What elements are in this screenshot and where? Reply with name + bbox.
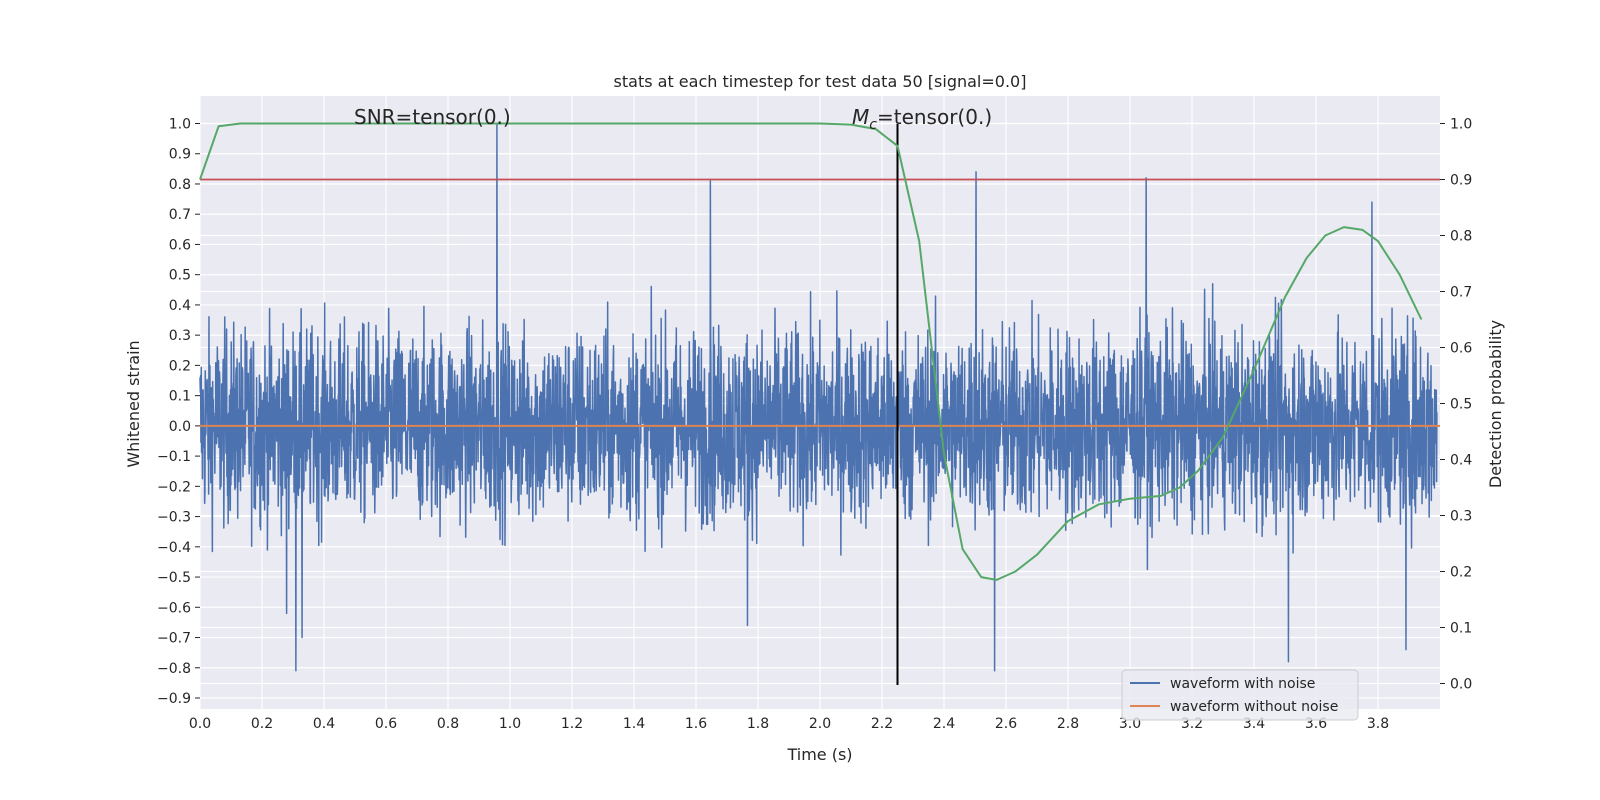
y-right-tick-label: 0.3 [1450,509,1472,525]
y-tick-label: 0.0 [169,419,191,435]
y-axis-right-ticks: 1.0 0.9 0.8 0.7 0.6 0.5 0.4 0.3 0.2 0.1 0.0 [1440,117,1472,693]
y-right-tick-label: 0.7 [1450,285,1472,301]
chart-title: stats at each timestep for test data 50 … [614,72,1027,91]
y-tick-label: 0.2 [169,358,191,374]
y-axis-left-ticks: 1.0 0.9 0.8 0.7 0.6 0.5 0.4 0.3 0.2 0.1 0.0 −0.1 −0.… [157,117,200,707]
legend: waveform with noise waveform without noi… [1121,669,1359,721]
legend-label-clean: waveform without noise [1170,699,1338,715]
snr-annotation: SNR=tensor(0.) [354,105,511,129]
y-tick-label: −0.7 [157,631,191,647]
y-tick-label: −0.8 [157,661,191,677]
y-tick-label: 0.5 [169,268,191,284]
y-tick-label: 1.0 [169,117,191,133]
mc-value: =tensor(0.) [877,105,992,129]
x-tick-label: 2.8 [1057,716,1079,732]
x-tick-label: 0.4 [313,716,335,732]
y-right-tick-label: 0.5 [1450,397,1472,413]
y-tick-label: 0.4 [169,298,191,314]
y-right-tick-label: 0.1 [1450,621,1472,637]
y-tick-label: 0.3 [169,328,191,344]
y-tick-label: −0.3 [157,510,191,526]
mc-symbol: M [852,105,869,129]
x-tick-label: 0.8 [437,716,459,732]
legend-label-noise: waveform with noise [1170,676,1315,692]
x-axis-label: Time (s) [786,745,852,764]
y-tick-label: −0.6 [157,600,191,616]
y-tick-label: 0.9 [169,147,191,163]
y-right-tick-label: 0.2 [1450,565,1472,581]
x-tick-label: 2.6 [995,716,1017,732]
mc-annotation: Mc=tensor(0.) [852,105,992,133]
y-right-tick-label: 0.8 [1450,229,1472,245]
x-tick-label: 3.8 [1367,716,1389,732]
probability-line [199,122,1423,581]
x-tick-label: 1.6 [685,716,707,732]
y-tick-label: 0.6 [169,237,191,253]
y-tick-label: −0.2 [157,479,191,495]
y-right-tick-label: 0.0 [1450,677,1472,693]
probability-series [199,122,1423,581]
y-axis-right-label: Detection probability [1486,320,1505,488]
x-tick-label: 0.0 [189,716,211,732]
mc-subscript: c [869,117,877,133]
x-tick-label: 0.6 [375,716,397,732]
x-tick-label: 1.2 [561,716,583,732]
y-tick-label: −0.5 [157,570,191,586]
y-tick-label: 0.8 [169,177,191,193]
x-tick-label: 1.4 [623,716,645,732]
y-right-tick-label: 0.6 [1450,341,1472,357]
x-tick-label: 2.0 [809,716,831,732]
y-tick-label: −0.1 [157,449,191,465]
x-tick-label: 0.2 [251,716,273,732]
y-tick-label: −0.4 [157,540,191,556]
y-right-tick-label: 0.4 [1450,453,1472,469]
y-tick-label: −0.9 [157,691,191,707]
x-tick-label: 2.2 [871,716,893,732]
legend-box [1121,669,1359,721]
x-tick-label: 1.8 [747,716,769,732]
x-tick-label: 2.4 [933,716,955,732]
x-axis-ticks: 0.0 0.2 0.4 0.6 0.8 1.0 1.2 1.4 1.6 1.8 2.0 2.2 2.4 2… [189,716,1389,732]
y-tick-label: 0.7 [169,207,191,223]
y-axis-left-label: Whitened strain [124,340,143,467]
x-tick-label: 1.0 [499,716,521,732]
y-right-tick-label: 0.9 [1450,173,1472,189]
y-right-tick-label: 1.0 [1450,117,1472,133]
y-tick-label: 0.1 [169,389,191,405]
